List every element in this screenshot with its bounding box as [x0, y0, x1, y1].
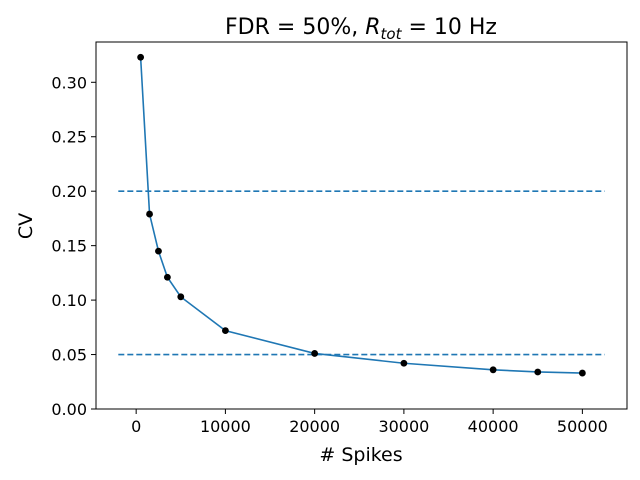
- data-point-10: [578, 369, 586, 377]
- data-point-3: [163, 273, 171, 281]
- y-tick-label-5: 0.25: [51, 128, 87, 147]
- x-tick-label-4: 40000: [468, 417, 519, 436]
- data-point-4: [177, 293, 185, 301]
- chart-title-subscript: tot: [381, 25, 403, 43]
- data-point-2: [155, 247, 162, 255]
- y-tick-label-2: 0.10: [51, 291, 87, 310]
- chart-title-variable: R: [365, 15, 380, 40]
- data-point-8: [489, 366, 497, 374]
- data-point-7: [400, 359, 408, 367]
- data-point-0: [137, 53, 145, 61]
- x-tick-label-1: 10000: [200, 417, 251, 436]
- x-tick-label-5: 50000: [557, 417, 608, 436]
- data-point-9: [534, 368, 542, 376]
- y-tick-label-3: 0.15: [51, 237, 87, 256]
- chart-title-prefix: FDR = 50%,: [225, 15, 365, 40]
- data-point-1: [146, 210, 153, 218]
- chart-title: FDR = 50%, Rtot = 10 Hz: [225, 15, 497, 43]
- data-point-5: [222, 327, 229, 334]
- chart-title-suffix: = 10 Hz: [401, 15, 497, 40]
- y-axis-label: CV: [15, 213, 37, 239]
- data-point-6: [311, 350, 319, 357]
- y-tick-label-4: 0.20: [51, 182, 87, 201]
- y-tick-label-0: 0.00: [51, 400, 87, 419]
- plot-area: 0 10000 20000 30000 40000 50000 0.00 0.05 0.10 0.…: [51, 41, 628, 436]
- y-tick-label-6: 0.30: [51, 73, 87, 92]
- x-axis-label: # Spikes: [319, 444, 402, 466]
- x-tick-label-2: 20000: [289, 417, 340, 436]
- y-tick-label-1: 0.05: [51, 346, 87, 365]
- axes-frame: [95, 41, 628, 410]
- x-tick-label-0: 0: [131, 417, 141, 436]
- x-tick-label-3: 30000: [378, 417, 429, 436]
